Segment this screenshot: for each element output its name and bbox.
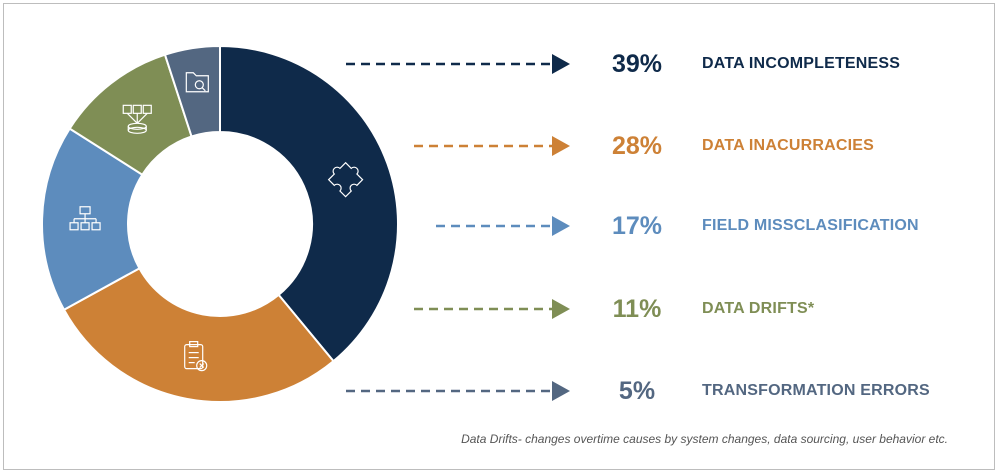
legend-row: 17% FIELD MISSCLASIFICATION <box>344 206 984 246</box>
legend-row: 11% DATA DRIFTS* <box>344 289 984 329</box>
dashed-arrow-icon <box>414 299 570 319</box>
folder-search-icon <box>185 72 209 93</box>
hierarchy-icon <box>69 206 101 231</box>
dashed-arrow-icon <box>346 381 570 401</box>
category-label: TRANSFORMATION ERRORS <box>702 382 930 399</box>
puzzle-icon <box>327 161 364 198</box>
donut-chart <box>41 44 399 403</box>
clipboard-error-icon <box>184 341 208 372</box>
value-label: 5% <box>618 377 656 405</box>
category-label: DATA INACURRACIES <box>702 137 874 154</box>
value-label: 28% <box>611 132 663 160</box>
dashed-arrow-icon <box>346 54 570 74</box>
donut-slice-2 <box>62 266 335 403</box>
category-label: FIELD MISSCLASIFICATION <box>702 217 919 234</box>
footnote: Data Drifts- changes overtime causes by … <box>461 432 948 446</box>
value-label: 11% <box>612 295 662 323</box>
chart-frame: 39% DATA INCOMPLETENESS 28% DATA INACURRACI… <box>3 3 995 470</box>
value-label: 17% <box>611 212 663 240</box>
data-network-icon <box>122 104 152 134</box>
value-label: 39% <box>611 50 663 78</box>
dashed-arrow-icon <box>436 216 570 236</box>
donut-slice-1 <box>219 44 399 363</box>
category-label: DATA INCOMPLETENESS <box>702 55 901 72</box>
category-label: DATA DRIFTS* <box>702 300 815 317</box>
legend-row: 39% DATA INCOMPLETENESS <box>344 44 984 84</box>
legend-row: 5% TRANSFORMATION ERRORS <box>344 371 984 411</box>
dashed-arrow-icon <box>414 136 570 156</box>
legend-row: 28% DATA INACURRACIES <box>344 126 984 166</box>
